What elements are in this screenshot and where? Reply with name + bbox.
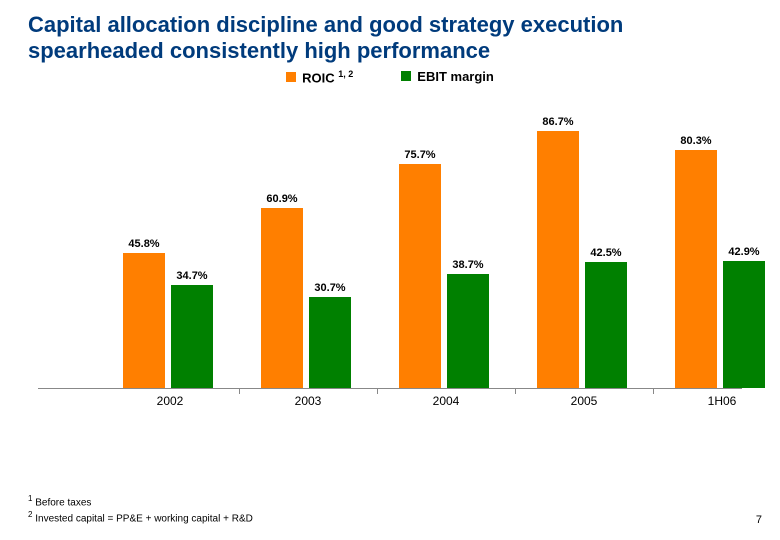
x-axis-label: 2005 — [571, 394, 598, 408]
legend-label-roic: ROIC 1, 2 — [302, 69, 353, 85]
bar-value-label: 42.5% — [590, 247, 621, 262]
legend-item-ebit: EBIT margin — [401, 69, 494, 85]
bar-roic: 86.7% — [537, 131, 579, 388]
bar-value-label: 42.9% — [728, 246, 759, 261]
footnote-2: 2 Invested capital = PP&E + working capi… — [28, 510, 253, 526]
slide: Capital allocation discipline and good s… — [0, 0, 780, 540]
bar-ebit: 38.7% — [447, 274, 489, 389]
bar-roic: 45.8% — [123, 253, 165, 389]
x-axis-label: 1H06 — [708, 394, 737, 408]
bar-value-label: 34.7% — [176, 270, 207, 285]
bar-value-label: 80.3% — [680, 135, 711, 150]
bar-ebit: 34.7% — [171, 285, 213, 388]
legend-label-ebit: EBIT margin — [417, 69, 494, 84]
footnotes: 1 Before taxes 2 Invested capital = PP&E… — [28, 494, 253, 526]
footnote-1: 1 Before taxes — [28, 494, 253, 510]
chart-plot-area: 45.8%34.7%60.9%30.7%75.7%38.7%86.7%42.5%… — [38, 93, 742, 389]
bar-value-label: 86.7% — [542, 116, 573, 131]
bar-value-label: 30.7% — [314, 282, 345, 297]
bar-value-label: 60.9% — [266, 193, 297, 208]
bar-value-label: 75.7% — [404, 149, 435, 164]
x-axis-label: 2002 — [157, 394, 184, 408]
legend-swatch-ebit — [401, 71, 411, 81]
legend-item-roic: ROIC 1, 2 — [286, 69, 353, 85]
bar-chart: 45.8%34.7%60.9%30.7%75.7%38.7%86.7%42.5%… — [28, 93, 752, 413]
bar-roic: 75.7% — [399, 164, 441, 388]
bar-ebit: 30.7% — [309, 297, 351, 388]
slide-title: Capital allocation discipline and good s… — [28, 12, 752, 65]
bar-value-label: 45.8% — [128, 238, 159, 253]
bar-ebit: 42.9% — [723, 261, 765, 388]
x-axis-label: 2004 — [433, 394, 460, 408]
chart-legend: ROIC 1, 2 EBIT margin — [28, 69, 752, 85]
bar-roic: 80.3% — [675, 150, 717, 388]
bar-ebit: 42.5% — [585, 262, 627, 388]
x-axis-label: 2003 — [295, 394, 322, 408]
bar-roic: 60.9% — [261, 208, 303, 388]
bar-value-label: 38.7% — [452, 259, 483, 274]
page-number: 7 — [756, 514, 762, 526]
legend-swatch-roic — [286, 72, 296, 82]
chart-x-labels: 2002 2003 2004 2005 1H06 — [38, 391, 742, 413]
